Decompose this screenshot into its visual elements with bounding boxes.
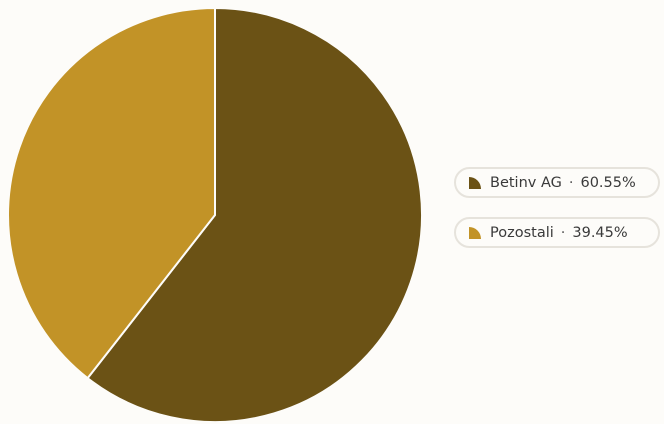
legend-value-pozostali: 39.45% — [572, 224, 628, 241]
legend-label-betinv-ag: Betinv AG — [490, 174, 562, 191]
legend-swatch-pozostali — [469, 226, 481, 239]
legend-item-pozostali[interactable]: Pozostali · 39.45% — [454, 217, 660, 248]
legend-separator: · — [568, 174, 574, 191]
pie-slice-betinv-ag[interactable] — [86, 7, 423, 423]
legend-separator: · — [560, 224, 566, 241]
pie-slice-pozostali[interactable] — [7, 7, 216, 380]
legend-label-pozostali: Pozostali — [490, 224, 554, 241]
legend-value-betinv-ag: 60.55% — [580, 174, 636, 191]
legend-swatch-betinv-ag — [469, 176, 481, 189]
pie-chart — [7, 7, 423, 423]
legend-item-betinv-ag[interactable]: Betinv AG · 60.55% — [454, 167, 660, 198]
legend: Betinv AG · 60.55% Pozostali · 39.45% — [454, 167, 660, 267]
